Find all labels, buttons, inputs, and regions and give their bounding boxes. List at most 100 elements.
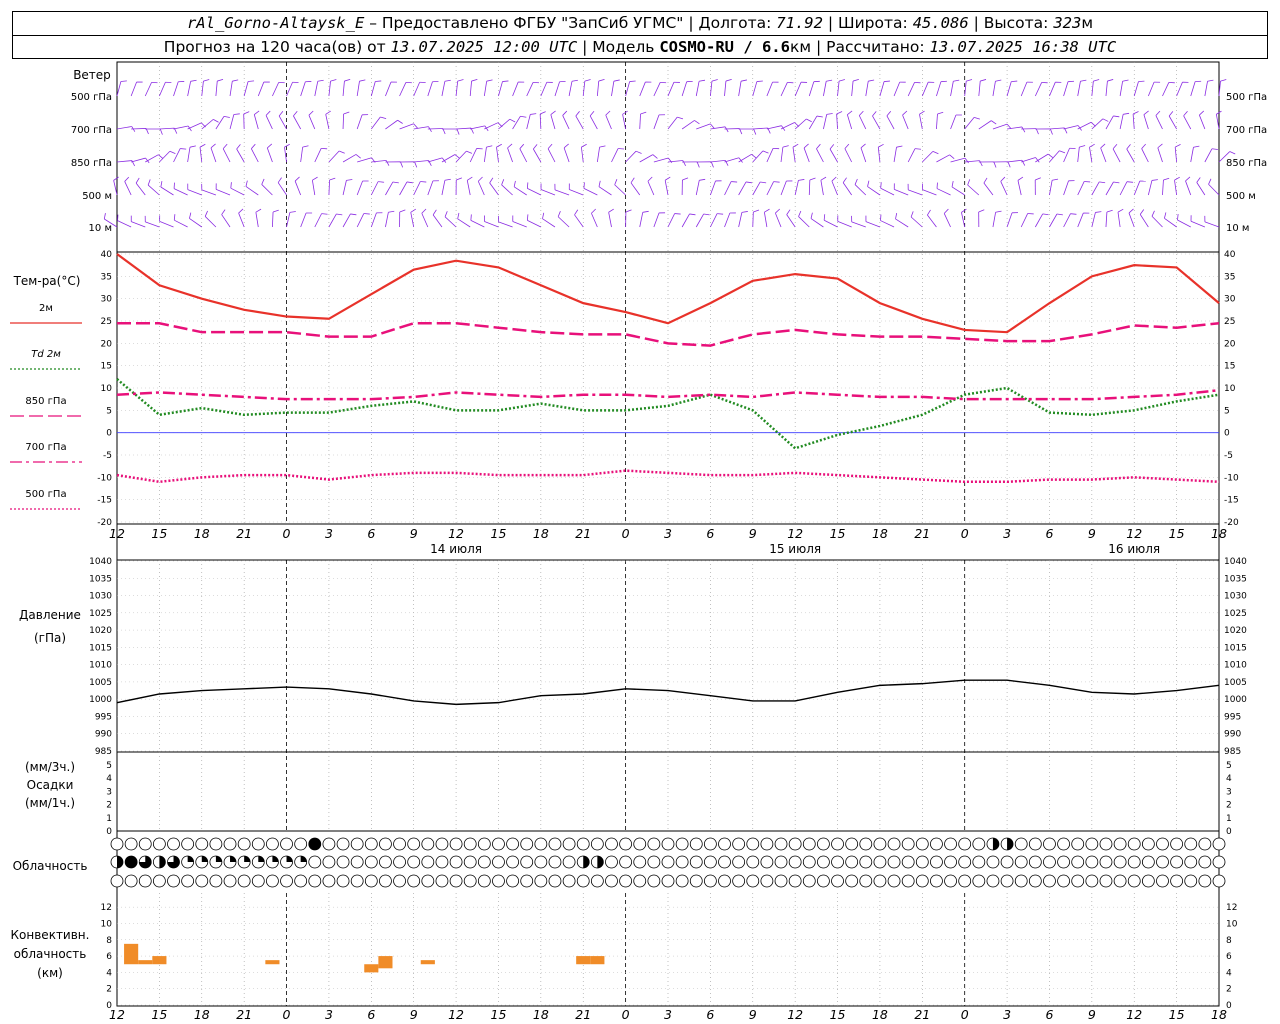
wind-barb bbox=[967, 184, 980, 196]
wind-barb bbox=[104, 218, 118, 228]
prec-ytick-left: 1 bbox=[106, 814, 112, 824]
wind-barb-flag bbox=[223, 115, 230, 118]
x-tick-bottom: 9 bbox=[410, 1007, 418, 1022]
temp-ytick-left: 0 bbox=[106, 429, 112, 439]
cloud-circle bbox=[534, 837, 548, 851]
wind-barb-flag bbox=[895, 212, 898, 220]
wind-barb-flag bbox=[983, 177, 988, 184]
wind-barb bbox=[539, 113, 542, 130]
wind-barb-flag bbox=[343, 111, 350, 115]
wind-barb-flag bbox=[496, 143, 502, 148]
wind-barb-flag bbox=[880, 182, 882, 189]
wind-barb-flag bbox=[1100, 143, 1106, 149]
x-tick-bottom: 15 bbox=[491, 1007, 507, 1022]
cloud-circle bbox=[534, 855, 548, 869]
conv-ytick-right: 2 bbox=[1226, 985, 1232, 995]
cloud-circle bbox=[1071, 837, 1085, 851]
wind-barb-flag bbox=[739, 128, 743, 135]
wind-barb-flag bbox=[329, 177, 336, 181]
conv-ytick-left: 0 bbox=[106, 1001, 112, 1011]
cloud-circle bbox=[661, 855, 675, 869]
wind-barb-flag bbox=[444, 79, 451, 82]
wind-barb bbox=[794, 180, 799, 196]
wind-barb bbox=[243, 81, 249, 97]
wind-barb bbox=[498, 81, 503, 97]
wind-barb-flag bbox=[1174, 176, 1180, 181]
wind-barb bbox=[328, 150, 340, 163]
wind-barb-flag bbox=[330, 79, 337, 82]
cloud-circle bbox=[181, 837, 195, 851]
wind-barb-flag bbox=[753, 128, 757, 135]
wind-barb bbox=[540, 82, 548, 97]
cloud-circle bbox=[322, 874, 336, 888]
wind-barb-flag bbox=[1049, 128, 1053, 135]
cloud-circle bbox=[901, 855, 915, 869]
cloud-fill bbox=[230, 856, 237, 862]
x-tick-bottom: 3 bbox=[1003, 1007, 1011, 1022]
wind-barb-flag bbox=[120, 80, 127, 82]
wind-barb bbox=[908, 189, 923, 196]
cloud-fill bbox=[167, 856, 180, 868]
wind-barb bbox=[342, 113, 345, 130]
wind-barb-flag bbox=[868, 79, 875, 82]
wind-barb bbox=[300, 212, 307, 228]
x-tick-bottom: 12 bbox=[448, 1007, 464, 1022]
wind-barb bbox=[803, 147, 810, 163]
wind-barb bbox=[513, 186, 527, 196]
cloud-circle bbox=[407, 837, 421, 851]
wind-barb-flag bbox=[1113, 181, 1120, 184]
wind-barb-flag bbox=[1207, 79, 1214, 82]
wind-level-left-0: 500 гПа bbox=[71, 92, 112, 103]
wind-barb bbox=[1174, 180, 1178, 196]
wind-barb bbox=[1162, 82, 1170, 97]
cloud-circle bbox=[1212, 837, 1226, 851]
cloud-circle bbox=[223, 837, 237, 851]
temp-series-0 bbox=[116, 253, 1220, 334]
wind-barb bbox=[229, 114, 235, 130]
wind-barb-flag bbox=[961, 208, 967, 213]
wind-barb-flag bbox=[775, 208, 781, 214]
wind-barb-flag bbox=[927, 209, 931, 216]
wind-barb-flag bbox=[914, 148, 922, 150]
pres-ytick-left: 1000 bbox=[89, 695, 112, 705]
wind-barb bbox=[710, 126, 726, 130]
wind-barb bbox=[1204, 81, 1208, 97]
wind-barb-flag bbox=[213, 119, 219, 123]
wind-barb bbox=[466, 180, 471, 196]
wind-barb bbox=[498, 221, 513, 228]
cloud-circle bbox=[308, 855, 322, 869]
wind-barb-flag bbox=[786, 209, 791, 215]
wind-barb bbox=[441, 180, 446, 196]
cloud-circle bbox=[972, 855, 986, 869]
cloud-circle bbox=[661, 837, 675, 851]
wind-barb-flag bbox=[486, 79, 493, 82]
cloud-circle bbox=[859, 874, 873, 888]
wind-barb-flag bbox=[1035, 177, 1041, 181]
wind-barb bbox=[1208, 183, 1220, 196]
cloud-circle bbox=[1028, 837, 1042, 851]
cloud-circle bbox=[379, 837, 392, 851]
chart-header: rAl_Gorno-Altaysk_E – Предоставлено ФГБУ… bbox=[12, 11, 1268, 59]
wind-barb bbox=[575, 115, 584, 130]
cloud-circle bbox=[590, 874, 604, 888]
wind-barb bbox=[550, 114, 556, 130]
conv-bar-2 bbox=[152, 956, 167, 965]
cloud-circle bbox=[1028, 855, 1042, 869]
wind-barb bbox=[574, 214, 584, 228]
cloud-circle bbox=[209, 837, 223, 851]
conv-bar-3 bbox=[265, 960, 280, 965]
wind-barb-flag bbox=[1017, 176, 1024, 181]
cloud-circle bbox=[350, 874, 364, 888]
wind-barb-flag bbox=[1143, 110, 1149, 115]
wind-barb-flag bbox=[1138, 80, 1145, 83]
wind-barb-flag bbox=[187, 125, 192, 132]
cloud-circle bbox=[732, 837, 746, 851]
wind-barb bbox=[325, 114, 330, 130]
wind-barb-flag bbox=[1132, 111, 1139, 115]
wind-barb bbox=[284, 147, 287, 163]
wind-barb-flag bbox=[826, 79, 833, 82]
wind-barb-flag bbox=[294, 176, 300, 182]
model-unit: км bbox=[789, 38, 812, 56]
wind-barb bbox=[1077, 212, 1084, 228]
cloud-circle bbox=[817, 855, 830, 869]
